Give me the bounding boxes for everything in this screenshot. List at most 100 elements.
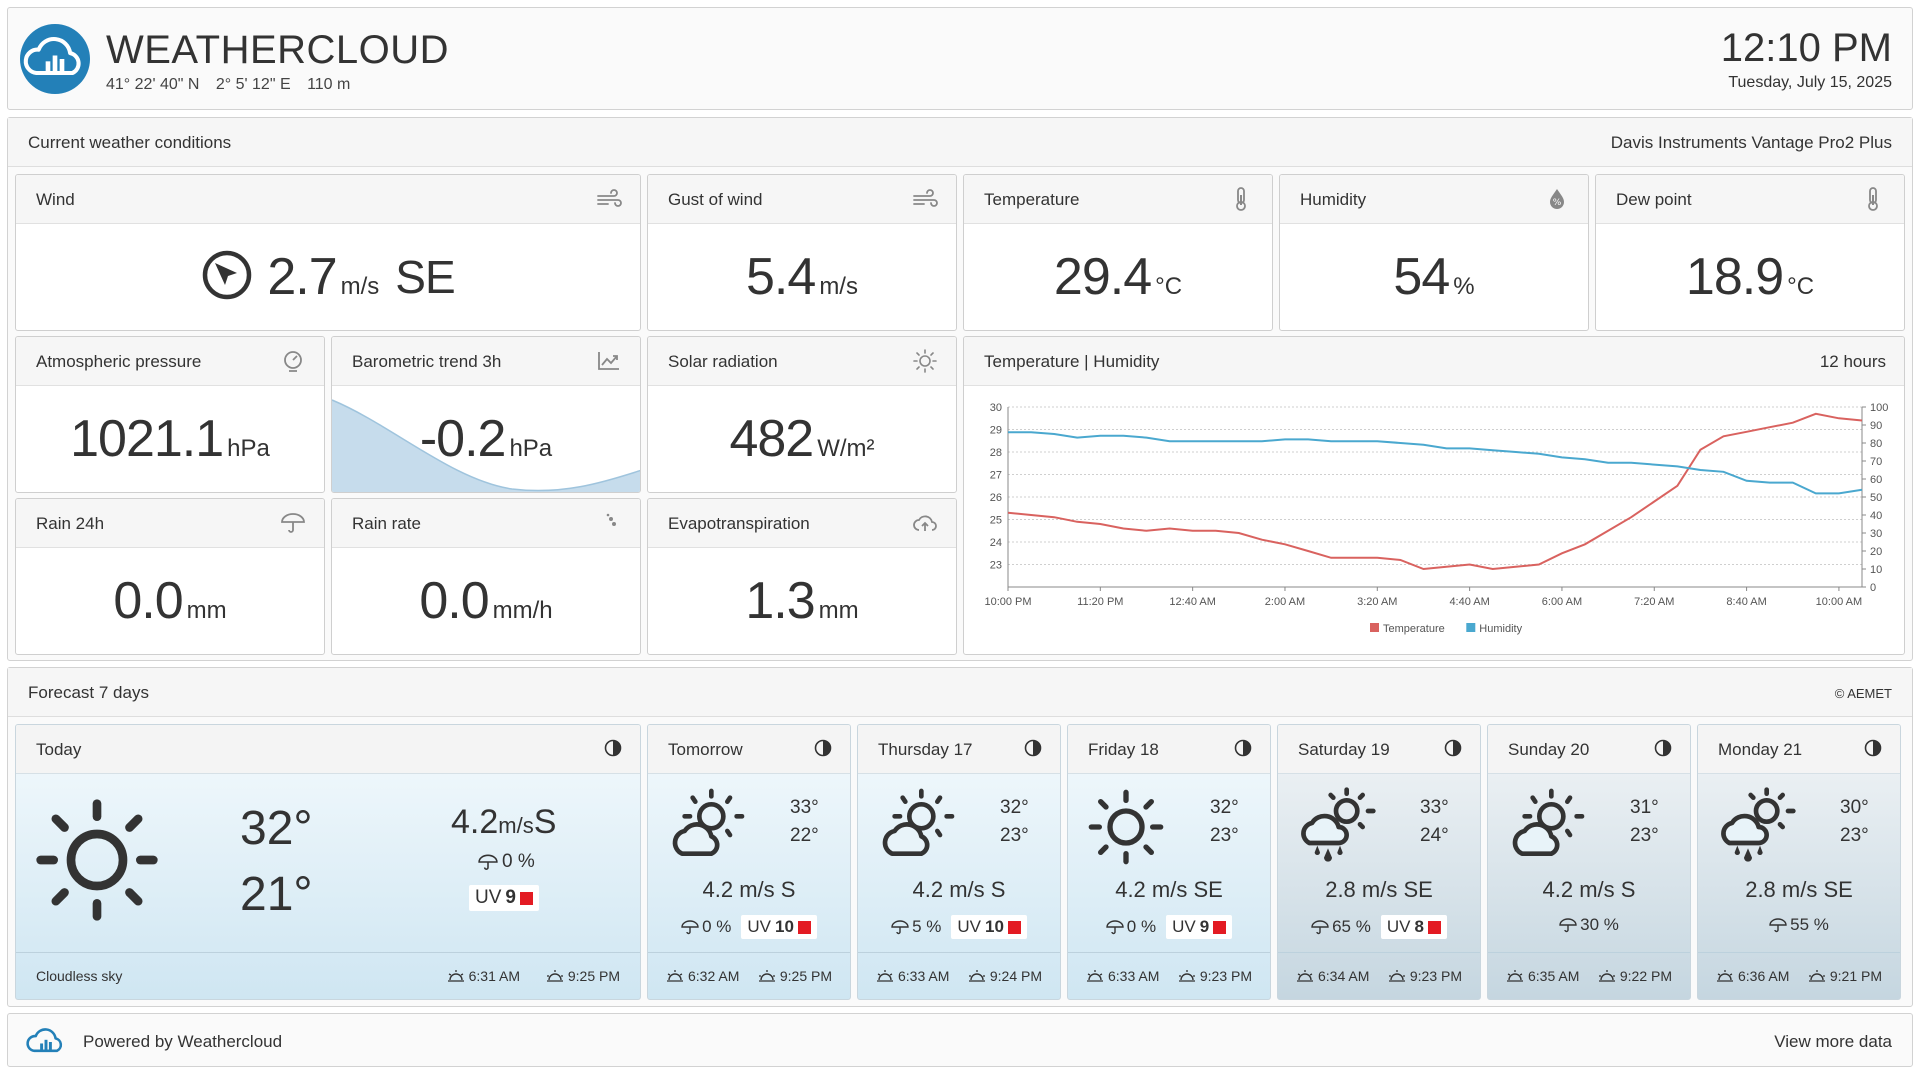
sunset-icon	[1598, 969, 1616, 983]
forecast-today[interactable]: Today 32° 21° 4.2m/sS 0 % UV 9 Cloudless …	[15, 724, 641, 1000]
sunset: 9:24 PM	[968, 968, 1042, 984]
wind-forecast: 4.2 m/s SE	[1115, 877, 1223, 902]
wind-card[interactable]: Wind 2.7 m/s SE	[15, 174, 641, 331]
rain-24h-unit: mm	[186, 596, 227, 624]
card-title: Rain rate	[352, 514, 421, 533]
rain-probability: 55 %	[1790, 915, 1829, 934]
gust-card[interactable]: Gust of wind 5.4 m/s	[647, 174, 957, 331]
pressure-unit: hPa	[227, 434, 270, 462]
forecast-day[interactable]: Tomorrow 33° 22° 4.2 m/s S 0 % UV 10 6:32…	[647, 724, 851, 1000]
sunrise-time: 6:36 AM	[1738, 968, 1790, 984]
forecast-day[interactable]: Thursday 17 32° 23° 4.2 m/s S 5 % UV 10 6…	[857, 724, 1061, 1000]
barometric-trend-card[interactable]: Barometric trend 3h -0.2 hPa	[331, 336, 641, 493]
rain-24h-card[interactable]: Rain 24h 0.0 mm	[15, 498, 325, 655]
card-title: Humidity	[1300, 190, 1367, 209]
uv-value: 10	[775, 917, 794, 936]
view-more-data-link[interactable]: View more data	[1774, 1032, 1892, 1051]
legend-label-humidity: Humidity	[1479, 623, 1522, 635]
y-right-tick-label: 0	[1870, 582, 1876, 594]
day-footer: 6:32 AM 9:25 PM	[648, 952, 850, 999]
uv-color	[1213, 920, 1227, 934]
solar-radiation-card[interactable]: Solar radiation 482 W/m²	[647, 336, 957, 493]
rain-rate-unit: mm/h	[492, 596, 553, 624]
day-label: Today	[36, 740, 82, 759]
temperature-unit: °C	[1155, 272, 1183, 300]
today-wind: 4.2m/sS	[451, 803, 556, 842]
day-footer: 6:33 AM 9:24 PM	[858, 952, 1060, 999]
humidity-value: 54	[1393, 247, 1450, 306]
x-tick-label: 2:00 AM	[1265, 596, 1305, 608]
x-tick-label: 12:40 AM	[1169, 596, 1215, 608]
rain-24h-value: 0.0	[113, 571, 183, 630]
sunrise-time: 6:33 AM	[1108, 968, 1160, 984]
sunrise-icon	[447, 969, 465, 983]
x-tick-label: 4:40 AM	[1449, 596, 1489, 608]
sunrise: 6:33 AM	[1086, 968, 1159, 984]
evapotranspiration-card[interactable]: Evapotranspiration 1.3 mm	[647, 498, 957, 655]
sunset-icon	[758, 969, 776, 983]
sunset-icon	[968, 969, 986, 983]
uv-color	[1427, 920, 1441, 934]
y-right-tick-label: 70	[1870, 456, 1882, 468]
forecast-header: Forecast 7 days © AEMET	[8, 668, 1912, 717]
wind-unit: m/s	[340, 272, 380, 300]
sunset-icon	[1808, 969, 1826, 983]
sun-icon	[32, 795, 162, 925]
umbrella-icon	[478, 853, 498, 871]
moon-phase-icon	[1234, 739, 1252, 757]
rain-probability: 0 %	[1126, 917, 1157, 936]
wind-icon	[912, 187, 938, 211]
altitude: 110 m	[307, 76, 351, 93]
uv-index-badge: UV 10	[951, 915, 1027, 939]
weathercloud-logo[interactable]	[20, 24, 90, 94]
barometric-trend-unit: hPa	[509, 434, 553, 462]
day-label: Thursday 17	[878, 740, 973, 759]
series-line-temperature	[1007, 412, 1863, 571]
dew-point-value: 18.9	[1685, 247, 1784, 306]
legend-label-temperature: Temperature	[1383, 623, 1445, 635]
dew-point-card[interactable]: Dew point 18.9 °C	[1595, 174, 1905, 331]
rain-rate-card[interactable]: Rain rate 0.0 mm/h	[331, 498, 641, 655]
rain: 55 %	[1769, 915, 1829, 935]
y-left-tick-label: 27	[990, 470, 1002, 482]
y-right-tick-label: 100	[1870, 402, 1888, 414]
forecast-day[interactable]: Saturday 19 33° 24° 2.8 m/s SE 65 % UV 8 …	[1277, 724, 1481, 1000]
sunrise: 6:34 AM	[1296, 968, 1369, 984]
sunrise-icon	[876, 969, 894, 983]
sun-icon	[1086, 787, 1166, 867]
sunrise: 6:33 AM	[876, 968, 949, 984]
forecast-day[interactable]: Sunday 20 31° 23° 4.2 m/s S 30 % 6:35 AM…	[1487, 724, 1691, 1000]
sun-icon	[912, 349, 938, 373]
forecast-day[interactable]: Monday 21 30° 23° 2.8 m/s SE 55 % 6:36 A…	[1697, 724, 1901, 1000]
sunset-time: 9:21 PM	[1829, 968, 1882, 984]
humidity-card[interactable]: Humidity 54%	[1279, 174, 1589, 331]
wind-value: 2.7 m/s SE	[16, 223, 640, 330]
station-header: WEATHERCLOUD 41° 22' 40" N 2° 5' 12" E 1…	[7, 7, 1913, 110]
trend-chart-icon	[596, 349, 622, 373]
rain-probability: 0 %	[702, 917, 732, 936]
powered-by-link[interactable]: Powered by Weathercloud	[83, 1032, 283, 1051]
rain: 65 %	[1311, 917, 1371, 937]
moon-phase-icon	[604, 739, 622, 757]
y-right-tick-label: 80	[1870, 438, 1882, 450]
sunrise: 6:31 AM	[447, 968, 520, 984]
low-temperature: 24°	[1420, 825, 1449, 846]
y-left-tick-label: 28	[990, 447, 1002, 459]
day-label: Sunday 20	[1508, 740, 1590, 759]
series-line-humidity	[1008, 431, 1863, 495]
y-left-tick-label: 24	[990, 537, 1002, 549]
forecast-day[interactable]: Friday 18 32° 23° 4.2 m/s SE 0 % UV 9 6:3…	[1067, 724, 1271, 1000]
barometric-trend-value: -0.2	[419, 409, 507, 468]
chart-range[interactable]: 12 hours	[1819, 352, 1886, 371]
sunrise-icon	[666, 969, 684, 983]
uv-label: UV	[1172, 917, 1196, 936]
rain: 0 %	[1106, 917, 1156, 937]
sunset-time: 9:25 PM	[567, 968, 620, 984]
pressure-card[interactable]: Atmospheric pressure 1021.1 hPa	[15, 336, 325, 493]
sun-cloud-icon	[666, 787, 746, 867]
sunset-icon	[1178, 969, 1196, 983]
uv-label: UV	[1386, 917, 1411, 936]
temperature-card[interactable]: Temperature 29.4 °C	[963, 174, 1273, 331]
today-high: 32°	[240, 802, 313, 855]
rain-probability: 65 %	[1332, 917, 1371, 936]
